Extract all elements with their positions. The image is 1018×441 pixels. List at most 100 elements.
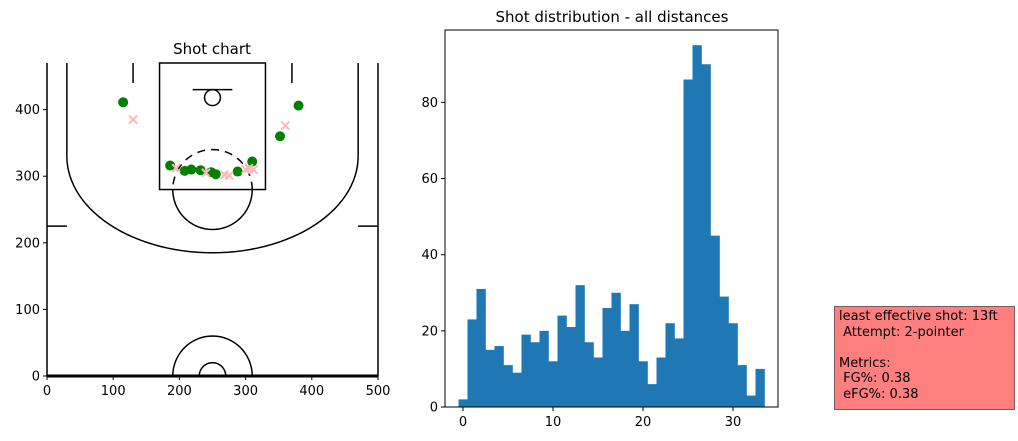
made-shot-marker <box>210 169 221 180</box>
missed-shot-stroke <box>171 163 181 173</box>
x-tick-label: 500 <box>366 384 391 399</box>
y-tick-label: 0 <box>430 401 438 416</box>
made-shot-marker <box>186 164 197 175</box>
histogram-bar <box>476 288 486 407</box>
paint-key <box>158 62 267 191</box>
x-tick-label: 20 <box>635 415 652 430</box>
made-shot-marker <box>275 131 286 142</box>
y-tick-label: 80 <box>421 96 438 111</box>
made-shot-marker <box>118 97 129 108</box>
histogram-bar <box>665 323 675 407</box>
histogram-bar <box>485 349 495 407</box>
x-tick-label: 30 <box>725 415 742 430</box>
histogram-bar <box>647 384 657 407</box>
histogram-bar <box>620 330 630 407</box>
shot-chart-axes: 0 100 200 300 400 500 0 100 200 300 400 <box>15 103 390 399</box>
made-shot-marker <box>232 166 243 177</box>
histogram-bar <box>692 45 702 407</box>
center-circle-inner <box>198 361 227 377</box>
missed-shot-marker <box>171 163 181 173</box>
x-tick-label: 300 <box>233 384 258 399</box>
missed-shot-marker <box>280 120 291 131</box>
infobox-line-metrics: Metrics: <box>839 355 891 371</box>
shot-chart-panel: Shot chart 0 100 200 300 400 500 0 100 200 300 400 <box>15 40 390 399</box>
histogram-bar <box>701 64 711 407</box>
histogram-frame <box>444 29 779 408</box>
missed-shot-marker <box>128 114 138 125</box>
shot-markers <box>118 97 304 181</box>
x-tick-label: 400 <box>299 384 324 399</box>
histogram-bar <box>539 330 549 407</box>
x-tick-label: 200 <box>167 384 192 399</box>
missed-shot-stroke <box>224 170 234 181</box>
histogram-bar <box>602 307 612 407</box>
histogram-bar <box>593 357 603 407</box>
histogram-panel: Shot distribution - all distances 0 10 20 3… <box>421 8 779 430</box>
histogram-bar <box>530 342 540 407</box>
histogram-bar <box>611 292 621 407</box>
center-circle-outer <box>172 335 253 377</box>
three-point-arc <box>66 156 359 254</box>
y-tick-label: 100 <box>15 303 40 318</box>
histogram-bar <box>503 365 513 407</box>
histogram-bar <box>584 342 594 407</box>
x-tick-label: 100 <box>101 384 126 399</box>
made-shot-marker <box>195 165 206 176</box>
histogram-bars <box>458 45 765 407</box>
free-throw-circle <box>172 189 253 231</box>
missed-shot-marker <box>224 170 234 181</box>
missed-shot-stroke <box>128 114 138 125</box>
histogram-bar <box>467 319 477 407</box>
infobox-spacer <box>839 340 1010 356</box>
made-shot-marker <box>293 100 304 111</box>
y-tick-label: 40 <box>421 248 438 263</box>
histogram-bar <box>458 399 468 407</box>
y-tick-label: 300 <box>15 170 40 185</box>
missed-shot-stroke <box>201 168 211 178</box>
x-tick-label: 10 <box>545 415 562 430</box>
histogram-bar <box>755 368 765 407</box>
y-tick-label: 20 <box>421 324 438 339</box>
histogram-bar <box>737 365 747 407</box>
infobox-line-shot: least effective shot: 13ft <box>839 309 998 324</box>
missed-shot-marker <box>201 168 211 178</box>
y-tick-label: 200 <box>15 236 40 251</box>
histogram-bar <box>575 285 585 407</box>
histogram-bar <box>656 357 666 407</box>
histogram-bar <box>674 338 684 407</box>
histogram-axes: 0 10 20 30 0 20 40 60 80 <box>421 29 779 430</box>
infobox-line-fg: FG%: 0.38 <box>839 371 911 386</box>
x-tick-label: 0 <box>43 384 51 399</box>
rim <box>203 88 222 107</box>
histogram-bar <box>683 79 693 407</box>
missed-shot-marker <box>248 164 259 175</box>
missed-shot-stroke <box>248 164 259 175</box>
missed-shot-stroke <box>280 120 291 131</box>
histogram-bar <box>512 372 522 407</box>
histogram-bar <box>746 395 756 407</box>
histogram-bar <box>557 315 567 407</box>
made-shot-marker <box>247 156 258 167</box>
y-tick-label: 400 <box>15 103 40 118</box>
histogram-bar <box>719 296 729 407</box>
made-shot-marker <box>165 160 176 171</box>
histogram-bar <box>548 361 558 407</box>
court-diagram <box>46 62 379 378</box>
histogram-bar <box>710 235 720 407</box>
y-tick-label: 60 <box>421 172 438 187</box>
infobox-line-efg: eFG%: 0.38 <box>839 386 919 402</box>
shot-chart-title: Shot chart <box>173 40 251 58</box>
histogram-title: Shot distribution - all distances <box>496 8 729 26</box>
histogram-bar <box>638 361 648 407</box>
histogram-bar <box>521 334 531 407</box>
histogram-bar <box>629 304 639 407</box>
infobox-line-attempt: Attempt: 2-pointer <box>839 324 964 340</box>
histogram-bar <box>566 327 576 407</box>
histogram-bar <box>728 323 738 407</box>
missed-shot-stroke <box>244 163 254 173</box>
least-effective-shot-box: least effective shot: 13ft Attempt: 2-po… <box>834 306 1015 410</box>
y-tick-label: 0 <box>32 370 40 385</box>
histogram-bar <box>494 346 504 407</box>
x-tick-label: 0 <box>459 415 467 430</box>
